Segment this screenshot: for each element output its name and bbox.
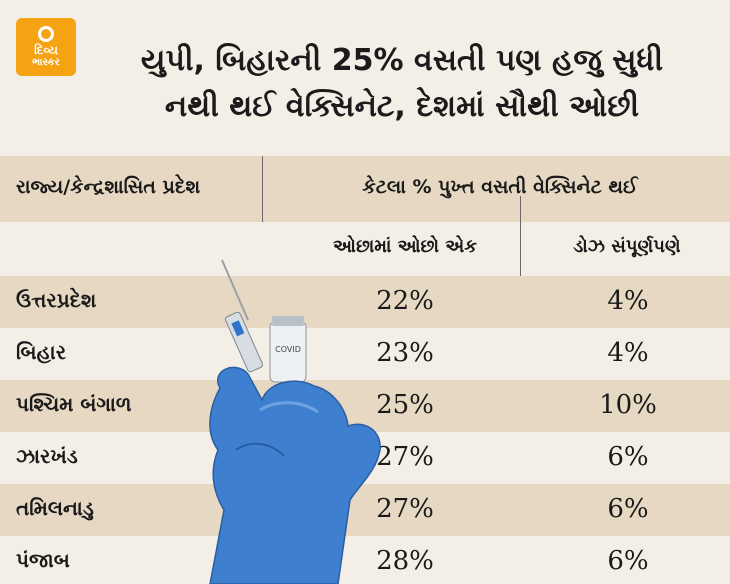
sun-icon: [38, 25, 54, 42]
state-cell: ઉત્તરપ્રદેશ: [16, 288, 97, 312]
state-cell: પશ્ચિમ બંગાળ: [16, 392, 132, 416]
full-dose-cell: 6%: [607, 494, 649, 524]
header-group: કેટલા % પુખ્ત વસતી વેક્સિનેટ થઈ: [362, 176, 638, 198]
header-state: રાજ્ય/કેન્દ્રશાસિત પ્રદેશ: [16, 176, 201, 198]
state-cell: તમિલનાડુ: [16, 496, 94, 520]
header: દિવ્ય ભાસ્કર યુપી, બિહારની 25% વસતી પણ હ…: [0, 0, 730, 156]
table-row: ઉત્તરપ્રદેશ 22% 4%: [0, 276, 730, 328]
first-dose-cell: 25%: [376, 390, 434, 420]
table-subheader-row: ઓછામાં ઓછો એક ડોઝ સંપૂર્ણપણે: [0, 222, 730, 270]
state-cell: પંજાબ: [16, 548, 70, 572]
table-row: ઝારખંડ 27% 6%: [0, 432, 730, 484]
subheader-divider: [520, 196, 521, 276]
page-title: યુપી, બિહારની 25% વસતી પણ હજુ સુધી નથી થ…: [92, 38, 712, 130]
title-line-1: યુપી, બિહારની 25% વસતી પણ હજુ સુધી: [140, 43, 664, 78]
header-divider: [262, 156, 263, 222]
first-dose-cell: 27%: [376, 494, 434, 524]
first-dose-cell: 27%: [376, 442, 434, 472]
full-dose-cell: 4%: [607, 338, 649, 368]
table-header-row: રાજ્ય/કેન્દ્રશાસિત પ્રદેશ કેટલા % પુખ્ત …: [0, 156, 730, 222]
first-dose-cell: 28%: [376, 546, 434, 576]
title-line-2: નથી થઈ વેક્સિનેટ, દેશમાં સૌથી ઓછી: [164, 89, 640, 124]
full-dose-cell: 10%: [599, 390, 657, 420]
logo-line-1: દિવ્ય: [34, 42, 58, 57]
subheader-full-dose: ડોઝ સંપૂર્ણપણે: [573, 236, 681, 257]
subheader-first-dose: ઓછામાં ઓછો એક: [333, 236, 477, 257]
data-table: રાજ્ય/કેન્દ્રશાસિત પ્રદેશ કેટલા % પુખ્ત …: [0, 156, 730, 584]
full-dose-cell: 6%: [607, 442, 649, 472]
table-row: પશ્ચિમ બંગાળ 25% 10%: [0, 380, 730, 432]
state-cell: ઝારખંડ: [16, 444, 78, 468]
first-dose-cell: 23%: [376, 338, 434, 368]
full-dose-cell: 6%: [607, 546, 649, 576]
table-row: પંજાબ 28% 6%: [0, 536, 730, 584]
state-cell: બિહાર: [16, 340, 67, 364]
full-dose-cell: 4%: [607, 286, 649, 316]
table-row: તમિલનાડુ 27% 6%: [0, 484, 730, 536]
first-dose-cell: 22%: [376, 286, 434, 316]
brand-logo: દિવ્ય ભાસ્કર: [16, 18, 76, 76]
table-row: બિહાર 23% 4%: [0, 328, 730, 380]
logo-line-2: ભાસ્કર: [32, 56, 60, 68]
